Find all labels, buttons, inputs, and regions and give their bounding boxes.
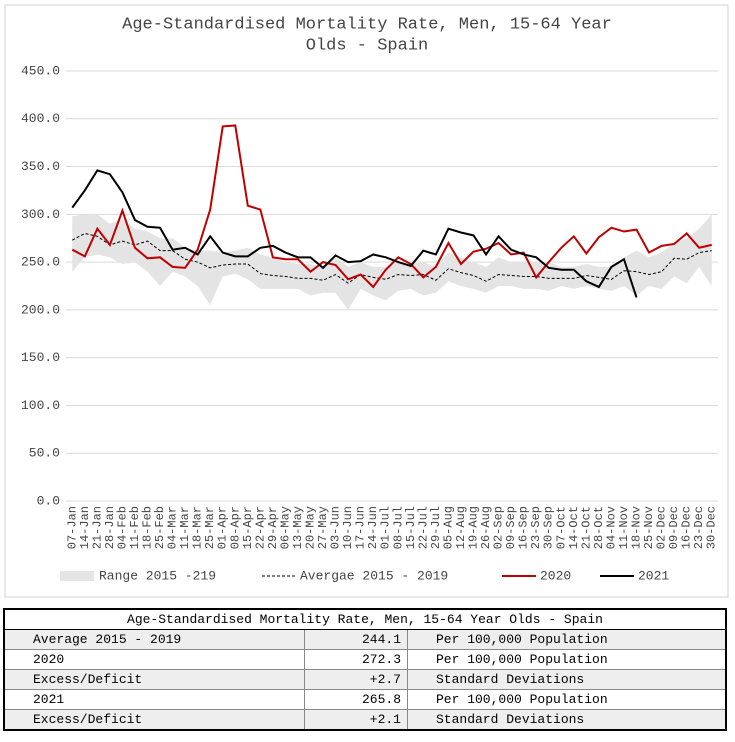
x-tick-label: 19-Aug [467,506,481,549]
chart-title: Age-Standardised Mortality Rate, Men, 15… [122,15,612,34]
x-tick-label: 04-Mar [166,506,180,549]
x-tick-label: 24-Jun [366,506,380,549]
x-tick-label: 11-Feb [128,506,142,549]
x-tick-label: 18-Feb [141,506,155,549]
y-tick-label: 250.0 [21,255,60,270]
x-tick-label: 23-Sep [529,506,543,549]
x-tick-label: 09-Dec [667,506,681,549]
table-cell: 272.3 [304,649,408,670]
y-tick-label: 150.0 [21,350,60,365]
x-tick-label: 01-Apr [216,506,230,549]
x-tick-label: 28-Oct [592,506,606,549]
y-tick-label: 100.0 [21,398,60,413]
x-tick-label: 08-Apr [228,506,242,549]
x-tick-label: 12-Aug [454,506,468,549]
x-tick-label: 20-May [304,506,318,549]
x-tick-label: 13-May [291,506,305,549]
x-tick-label: 25-Nov [642,506,656,549]
table-cell: Standard Deviations [407,709,726,730]
series-line [71,169,638,298]
y-tick-label: 0.0 [37,493,60,508]
table-cell: Per 100,000 Population [407,649,726,670]
x-tick-label: 21-Oct [579,506,593,549]
x-tick-label: 09-Sep [504,506,518,549]
x-tick-label: 04-Nov [604,506,618,549]
x-tick-label: 16-Sep [517,506,531,549]
table-cell: 2021 [4,689,305,710]
y-tick-label: 450.0 [21,63,60,78]
y-tick-label: 50.0 [29,446,60,461]
x-tick-label: 11-Nov [617,506,631,549]
table-cell: Average 2015 - 2019 [4,629,305,650]
x-tick-label: 22-Apr [253,506,267,549]
x-tick-label: 17-Jun [354,506,368,549]
legend-label: Range 2015 -219 [99,568,216,583]
x-tick-label: 18-Mar [191,506,205,549]
x-tick-label: 30-Dec [705,506,719,549]
x-tick-label: 07-Jan [65,506,79,549]
chart: Age-Standardised Mortality Rate, Men, 15… [4,4,729,598]
table-cell: Standard Deviations [407,669,726,690]
y-tick-label: 300.0 [21,207,60,222]
x-tick-label: 10-Jun [341,506,355,549]
legend-label: Avergae 2015 - 2019 [300,568,448,583]
table-cell: 244.1 [304,629,408,650]
table-cell: 265.8 [304,689,408,710]
x-tick-label: 23-Dec [692,506,706,549]
x-tick-label: 07-Oct [554,506,568,549]
x-tick-label: 21-Jan [90,506,104,549]
x-tick-label: 11-Mar [178,506,192,549]
x-tick-label: 26-Aug [479,506,493,549]
series-line [72,232,712,284]
x-tick-label: 28-Jan [103,506,117,549]
range-band [72,214,712,310]
x-tick-label: 15-Jul [404,506,418,549]
x-tick-label: 15-Apr [241,506,255,549]
table-cell: Excess/Deficit [4,669,305,690]
x-tick-label: 27-May [316,506,330,549]
table-cell: Per 100,000 Population [407,689,726,710]
chart-frame [4,4,729,598]
x-tick-label: 01-Jul [379,506,393,549]
x-tick-label: 02-Sep [492,506,506,549]
table-title: Age-Standardised Mortality Rate, Men, 15… [4,608,726,630]
table-cell: 2020 [4,649,305,670]
legend-label: 2020 [540,568,571,583]
x-tick-label: 14-Jan [78,506,92,549]
x-tick-label: 25-Feb [153,506,167,549]
series-line [71,124,712,289]
x-tick-label: 04-Feb [115,506,129,549]
x-tick-label: 14-Oct [567,506,581,549]
x-tick-label: 08-Jul [391,506,405,549]
x-tick-label: 03-Jun [329,506,343,549]
summary-table: Age-Standardised Mortality Rate, Men, 15… [3,608,727,731]
x-tick-label: 02-Dec [655,506,669,549]
y-tick-label: 200.0 [21,302,60,317]
x-tick-label: 16-Dec [680,506,694,549]
table-cell: Per 100,000 Population [407,629,726,650]
legend-label: 2021 [638,568,669,583]
y-tick-label: 400.0 [21,111,60,126]
y-tick-label: 350.0 [21,159,60,174]
table-cell: Excess/Deficit [4,709,305,730]
x-tick-label: 29-Apr [266,506,280,549]
x-tick-label: 06-May [278,506,292,549]
x-tick-label: 18-Nov [630,506,644,549]
table-cell: +2.7 [304,669,408,690]
x-tick-label: 22-Jul [416,506,430,549]
legend-swatch [60,571,94,581]
chart-title: Olds - Spain [306,36,428,55]
x-tick-label: 25-Mar [203,506,217,549]
table-cell: +2.1 [304,709,408,730]
x-tick-label: 05-Aug [441,506,455,549]
x-tick-label: 30-Sep [542,506,556,549]
x-tick-label: 29-Jul [429,506,443,549]
